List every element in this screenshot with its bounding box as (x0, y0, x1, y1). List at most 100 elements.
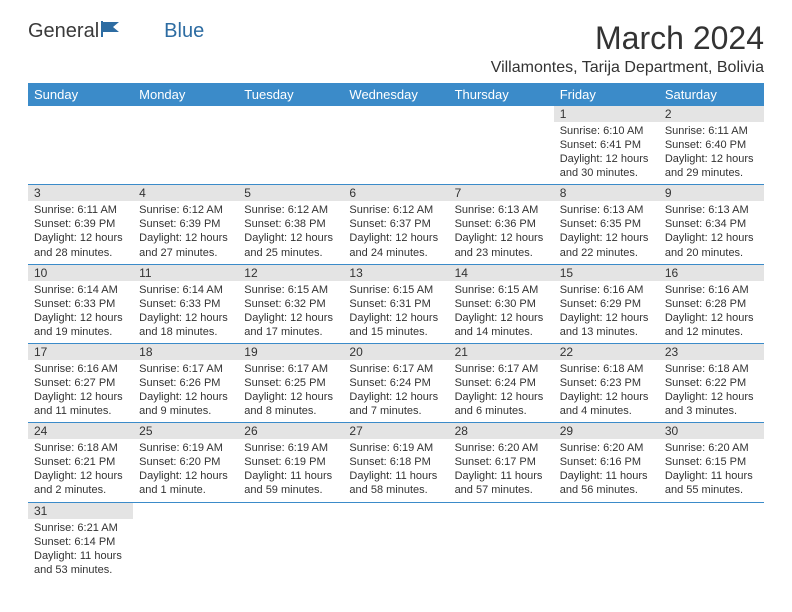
day-number: 13 (343, 265, 448, 281)
day-detail-line: Sunrise: 6:13 AM (560, 203, 653, 217)
day-detail-line: Sunrise: 6:10 AM (560, 124, 653, 138)
day-details: Sunrise: 6:12 AMSunset: 6:39 PMDaylight:… (133, 201, 238, 263)
calendar-cell: 20Sunrise: 6:17 AMSunset: 6:24 PMDayligh… (343, 343, 448, 422)
calendar-cell: 17Sunrise: 6:16 AMSunset: 6:27 PMDayligh… (28, 343, 133, 422)
day-detail-line: Sunrise: 6:18 AM (665, 362, 758, 376)
day-header: Tuesday (238, 83, 343, 106)
calendar-cell (28, 106, 133, 185)
day-detail-line: and 22 minutes. (560, 246, 653, 260)
day-detail-line: Daylight: 11 hours (244, 469, 337, 483)
day-detail-line: Sunset: 6:29 PM (560, 297, 653, 311)
day-detail-line: and 13 minutes. (560, 325, 653, 339)
flag-icon (101, 20, 123, 43)
day-detail-line: Daylight: 11 hours (665, 469, 758, 483)
logo-general-text: General (28, 20, 99, 43)
calendar-cell: 4Sunrise: 6:12 AMSunset: 6:39 PMDaylight… (133, 185, 238, 264)
day-number: 20 (343, 344, 448, 360)
day-detail-line: and 27 minutes. (139, 246, 232, 260)
day-detail-line: and 58 minutes. (349, 483, 442, 497)
calendar-cell: 6Sunrise: 6:12 AMSunset: 6:37 PMDaylight… (343, 185, 448, 264)
day-details: Sunrise: 6:15 AMSunset: 6:31 PMDaylight:… (343, 281, 448, 343)
calendar-cell (133, 502, 238, 581)
day-number: 24 (28, 423, 133, 439)
calendar-cell: 21Sunrise: 6:17 AMSunset: 6:24 PMDayligh… (449, 343, 554, 422)
day-header: Monday (133, 83, 238, 106)
day-detail-line: and 28 minutes. (34, 246, 127, 260)
day-detail-line: Sunrise: 6:19 AM (244, 441, 337, 455)
day-number: 28 (449, 423, 554, 439)
day-detail-line: Daylight: 12 hours (455, 311, 548, 325)
day-detail-line: Daylight: 12 hours (34, 390, 127, 404)
day-detail-line: and 4 minutes. (560, 404, 653, 418)
day-detail-line: Sunrise: 6:15 AM (244, 283, 337, 297)
day-number: 19 (238, 344, 343, 360)
calendar-cell: 1Sunrise: 6:10 AMSunset: 6:41 PMDaylight… (554, 106, 659, 185)
day-detail-line: Sunrise: 6:11 AM (665, 124, 758, 138)
day-detail-line: Sunset: 6:41 PM (560, 138, 653, 152)
day-details: Sunrise: 6:17 AMSunset: 6:25 PMDaylight:… (238, 360, 343, 422)
calendar-cell: 13Sunrise: 6:15 AMSunset: 6:31 PMDayligh… (343, 264, 448, 343)
calendar-week-row: 24Sunrise: 6:18 AMSunset: 6:21 PMDayligh… (28, 423, 764, 502)
day-details: Sunrise: 6:14 AMSunset: 6:33 PMDaylight:… (28, 281, 133, 343)
day-detail-line: Sunset: 6:39 PM (34, 217, 127, 231)
calendar-cell: 8Sunrise: 6:13 AMSunset: 6:35 PMDaylight… (554, 185, 659, 264)
day-number: 21 (449, 344, 554, 360)
day-number: 31 (28, 503, 133, 519)
location-text: Villamontes, Tarija Department, Bolivia (491, 59, 764, 77)
calendar-cell: 11Sunrise: 6:14 AMSunset: 6:33 PMDayligh… (133, 264, 238, 343)
day-detail-line: Sunset: 6:23 PM (560, 376, 653, 390)
day-detail-line: and 30 minutes. (560, 166, 653, 180)
day-detail-line: Daylight: 11 hours (560, 469, 653, 483)
day-details: Sunrise: 6:13 AMSunset: 6:35 PMDaylight:… (554, 201, 659, 263)
calendar-cell: 2Sunrise: 6:11 AMSunset: 6:40 PMDaylight… (659, 106, 764, 185)
day-detail-line: Sunset: 6:22 PM (665, 376, 758, 390)
day-number: 17 (28, 344, 133, 360)
calendar-cell (133, 106, 238, 185)
calendar-cell (659, 502, 764, 581)
day-detail-line: Sunrise: 6:12 AM (139, 203, 232, 217)
day-detail-line: Sunrise: 6:16 AM (665, 283, 758, 297)
day-detail-line: Daylight: 11 hours (455, 469, 548, 483)
day-number: 8 (554, 185, 659, 201)
day-detail-line: Daylight: 12 hours (139, 231, 232, 245)
day-details: Sunrise: 6:19 AMSunset: 6:20 PMDaylight:… (133, 439, 238, 501)
logo: General Blue (28, 20, 204, 43)
calendar-cell: 16Sunrise: 6:16 AMSunset: 6:28 PMDayligh… (659, 264, 764, 343)
day-detail-line: Sunrise: 6:14 AM (139, 283, 232, 297)
calendar-cell: 30Sunrise: 6:20 AMSunset: 6:15 PMDayligh… (659, 423, 764, 502)
day-detail-line: and 7 minutes. (349, 404, 442, 418)
calendar-cell: 25Sunrise: 6:19 AMSunset: 6:20 PMDayligh… (133, 423, 238, 502)
day-detail-line: Sunset: 6:24 PM (455, 376, 548, 390)
day-detail-line: Daylight: 12 hours (560, 231, 653, 245)
day-header: Wednesday (343, 83, 448, 106)
day-number: 23 (659, 344, 764, 360)
day-detail-line: and 15 minutes. (349, 325, 442, 339)
day-detail-line: Daylight: 12 hours (349, 311, 442, 325)
calendar-week-row: 31Sunrise: 6:21 AMSunset: 6:14 PMDayligh… (28, 502, 764, 581)
day-detail-line: and 20 minutes. (665, 246, 758, 260)
calendar-cell: 26Sunrise: 6:19 AMSunset: 6:19 PMDayligh… (238, 423, 343, 502)
day-number: 26 (238, 423, 343, 439)
day-number: 29 (554, 423, 659, 439)
day-detail-line: Sunset: 6:21 PM (34, 455, 127, 469)
calendar-week-row: 3Sunrise: 6:11 AMSunset: 6:39 PMDaylight… (28, 185, 764, 264)
day-number: 3 (28, 185, 133, 201)
day-detail-line: Sunset: 6:32 PM (244, 297, 337, 311)
calendar-cell (449, 502, 554, 581)
day-number: 4 (133, 185, 238, 201)
day-detail-line: Daylight: 11 hours (34, 549, 127, 563)
day-detail-line: and 25 minutes. (244, 246, 337, 260)
day-number: 25 (133, 423, 238, 439)
day-details: Sunrise: 6:13 AMSunset: 6:36 PMDaylight:… (449, 201, 554, 263)
day-number: 30 (659, 423, 764, 439)
calendar-cell: 27Sunrise: 6:19 AMSunset: 6:18 PMDayligh… (343, 423, 448, 502)
day-header: Friday (554, 83, 659, 106)
calendar-cell (343, 502, 448, 581)
logo-blue-text: Blue (164, 20, 204, 43)
day-detail-line: Sunset: 6:14 PM (34, 535, 127, 549)
day-detail-line: Daylight: 12 hours (665, 390, 758, 404)
day-detail-line: Sunset: 6:33 PM (34, 297, 127, 311)
calendar-cell: 14Sunrise: 6:15 AMSunset: 6:30 PMDayligh… (449, 264, 554, 343)
day-detail-line: Sunset: 6:28 PM (665, 297, 758, 311)
day-detail-line: and 2 minutes. (34, 483, 127, 497)
